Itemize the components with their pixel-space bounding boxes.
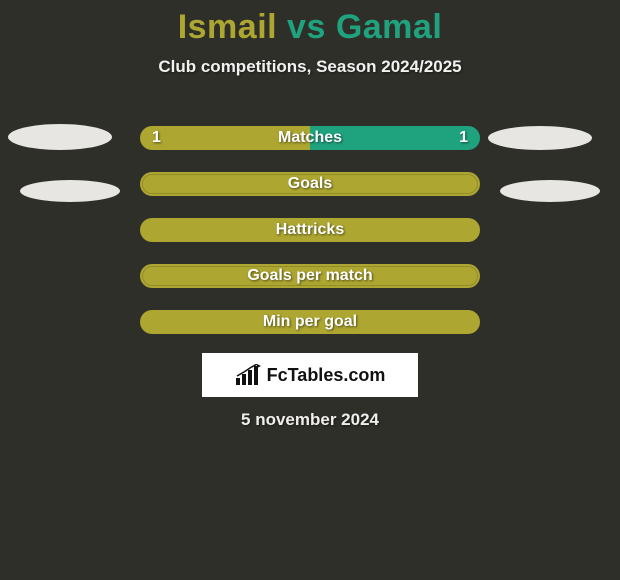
banner-inner: FcTables.com — [235, 364, 386, 386]
stat-label: Min per goal — [263, 313, 357, 331]
stat-value-player2: 1 — [459, 126, 468, 150]
decorative-blob — [500, 180, 600, 202]
decorative-blob — [8, 124, 112, 150]
subtitle: Club competitions, Season 2024/2025 — [0, 57, 620, 77]
stat-label: Goals per match — [247, 267, 372, 285]
title-player2: Gamal — [336, 8, 442, 46]
stats-table: Matches 1 1 Goals Hattricks Goals per match Mi… — [140, 126, 480, 356]
title-vs: vs — [287, 8, 326, 46]
chart-icon — [235, 364, 261, 386]
comparison-infographic: Ismail vs Gamal Club competitions, Seaso… — [0, 0, 620, 580]
stat-row: Min per goal — [140, 310, 480, 334]
title-player1: Ismail — [178, 8, 277, 46]
stat-row: Goals per match — [140, 264, 480, 288]
decorative-blob — [488, 126, 592, 150]
stat-label: Goals — [288, 175, 332, 193]
banner-text: FcTables.com — [267, 365, 386, 386]
stat-label: Hattricks — [276, 221, 344, 239]
decorative-blob — [20, 180, 120, 202]
stat-row: Matches 1 1 — [140, 126, 480, 150]
stat-row: Hattricks — [140, 218, 480, 242]
stat-row: Goals — [140, 172, 480, 196]
date: 5 november 2024 — [0, 410, 620, 430]
page-title: Ismail vs Gamal — [0, 0, 620, 47]
stat-label: Matches — [278, 129, 342, 147]
stat-value-player1: 1 — [152, 126, 161, 150]
site-banner: FcTables.com — [202, 353, 418, 397]
